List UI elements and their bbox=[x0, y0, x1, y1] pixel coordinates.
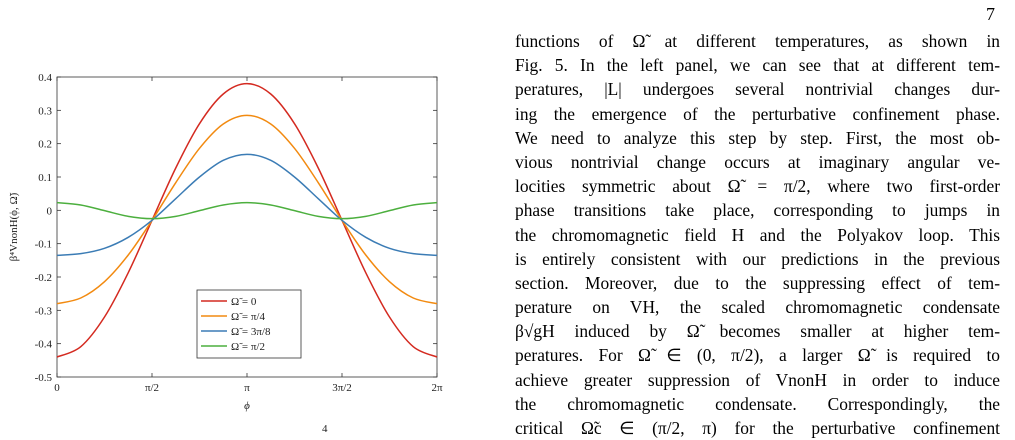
legend-label: Ω̃ = 3π/8 bbox=[231, 326, 271, 338]
legend-label: Ω̃ = π/4 bbox=[231, 311, 265, 323]
x-tick-label: 0 bbox=[54, 382, 60, 394]
series-line bbox=[56, 153, 438, 257]
body-text: functions of Ω̃ at different temperature… bbox=[515, 29, 1000, 440]
x-tick-label: π/2 bbox=[145, 382, 159, 394]
text-line: achieve greater suppression of VnonH in … bbox=[515, 369, 1000, 390]
text-line: phase transitions take place, correspond… bbox=[515, 200, 1000, 221]
text-line: ing the emergence of the perturbative co… bbox=[515, 103, 1000, 124]
text-line: critical Ω̃c ∈ (π/2, π) for the perturba… bbox=[515, 418, 1000, 438]
text-line: functions of Ω̃ at different temperature… bbox=[515, 31, 1000, 51]
legend-label: Ω̃ = π/2 bbox=[231, 341, 265, 353]
series-line bbox=[56, 201, 438, 220]
text-line: locities symmetric about Ω̃ = π/2, where… bbox=[515, 176, 1000, 197]
y-tick-label: 0.2 bbox=[38, 139, 52, 151]
text-line: the chromomagnetic condensate. Correspon… bbox=[515, 393, 1000, 414]
text-line: peratures, |L| undergoes several nontriv… bbox=[515, 79, 1000, 100]
page-number: 7 bbox=[986, 4, 995, 24]
x-tick-label: π bbox=[244, 382, 250, 394]
series-line bbox=[56, 114, 438, 305]
text-line: We need to analyze this step by step. Fi… bbox=[515, 127, 1000, 148]
text-line: Fig. 5. In the left panel, we can see th… bbox=[515, 55, 1000, 76]
caption-fragment: 4 bbox=[322, 423, 328, 435]
series-line bbox=[56, 82, 438, 358]
text-line: vious nontrivial change occurs at imagin… bbox=[515, 151, 1000, 172]
text-line: perature on VH, the scaled chromomagneti… bbox=[515, 297, 1000, 318]
text-line: the chromomagnetic field H and the Polya… bbox=[515, 224, 1000, 245]
y-tick-label: 0.3 bbox=[38, 105, 52, 117]
x-tick-label: 2π bbox=[431, 382, 443, 394]
y-axis-label: β⁴VnonH(ϕ, Ω̃) bbox=[8, 192, 20, 261]
y-tick-label: -0.2 bbox=[35, 272, 52, 284]
text-line: peratures. For Ω̃ ∈ (0, π/2), a larger Ω… bbox=[515, 345, 1000, 366]
y-tick-label: -0.4 bbox=[35, 339, 53, 351]
y-tick-label: -0.5 bbox=[35, 372, 53, 384]
y-tick-label: 0.4 bbox=[38, 72, 52, 84]
y-tick-label: -0.3 bbox=[35, 305, 53, 317]
legend-label: Ω̃ = 0 bbox=[231, 296, 257, 308]
y-tick-label: -0.1 bbox=[35, 239, 52, 251]
text-line: section. Moreover, due to the suppressin… bbox=[515, 272, 1000, 293]
x-axis-label: ϕ bbox=[244, 400, 250, 412]
x-tick-label: 3π/2 bbox=[332, 382, 352, 394]
chart: 4 -0.5 -0.4 -0.3 -0.2 -0.1 0 0.1 0.2 0.3 0.4 0 π/2 π… bbox=[8, 72, 443, 435]
text-line: β√gH induced by Ω̃ becomes smaller at hi… bbox=[515, 321, 1000, 342]
text-line: is entirely consistent with our predicti… bbox=[515, 248, 1000, 269]
y-tick-label: 0.1 bbox=[38, 172, 52, 184]
y-tick-label: 0 bbox=[47, 205, 53, 217]
